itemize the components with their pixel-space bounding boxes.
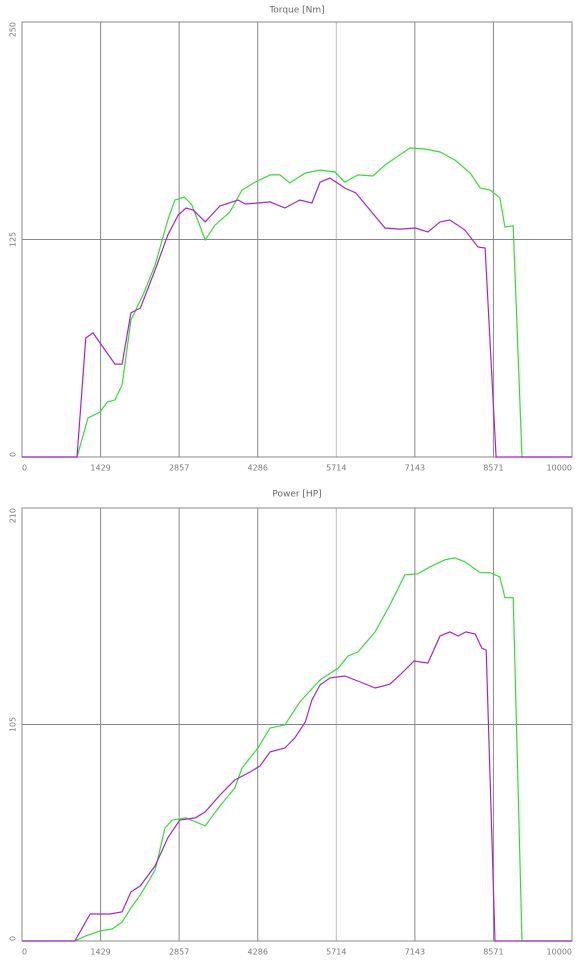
x-tick-label: 8571 bbox=[483, 948, 503, 957]
x-tick-label: 10000 bbox=[547, 948, 572, 957]
x-tick-label: 0 bbox=[22, 464, 27, 473]
data-line bbox=[22, 631, 572, 942]
y-tick-label: 250 bbox=[9, 22, 18, 37]
x-tick-label: 4286 bbox=[248, 948, 268, 957]
data-line bbox=[22, 177, 572, 458]
x-tick-label: 8571 bbox=[483, 464, 503, 473]
x-tick-label: 7143 bbox=[405, 464, 425, 473]
chart-title: Torque [Nm] bbox=[268, 6, 324, 16]
y-tick-label: 125 bbox=[9, 232, 18, 247]
x-tick-label: 0 bbox=[22, 948, 27, 957]
x-tick-label: 5714 bbox=[326, 464, 346, 473]
y-tick-label: 0 bbox=[9, 452, 18, 457]
y-tick-label: 105 bbox=[9, 717, 18, 732]
x-tick-label: 2857 bbox=[169, 464, 189, 473]
x-tick-label: 2857 bbox=[169, 948, 189, 957]
data-line bbox=[22, 147, 572, 458]
chart-title: Power [HP] bbox=[272, 490, 321, 500]
x-tick-label: 1429 bbox=[90, 464, 110, 473]
x-tick-label: 1429 bbox=[90, 948, 110, 957]
x-tick-label: 7143 bbox=[405, 948, 425, 957]
y-tick-label: 0 bbox=[9, 936, 18, 941]
y-tick-label: 210 bbox=[9, 508, 18, 523]
x-tick-label: 10000 bbox=[547, 464, 572, 473]
x-tick-label: 4286 bbox=[248, 464, 268, 473]
x-tick-label: 5714 bbox=[326, 948, 346, 957]
data-line bbox=[22, 557, 572, 942]
